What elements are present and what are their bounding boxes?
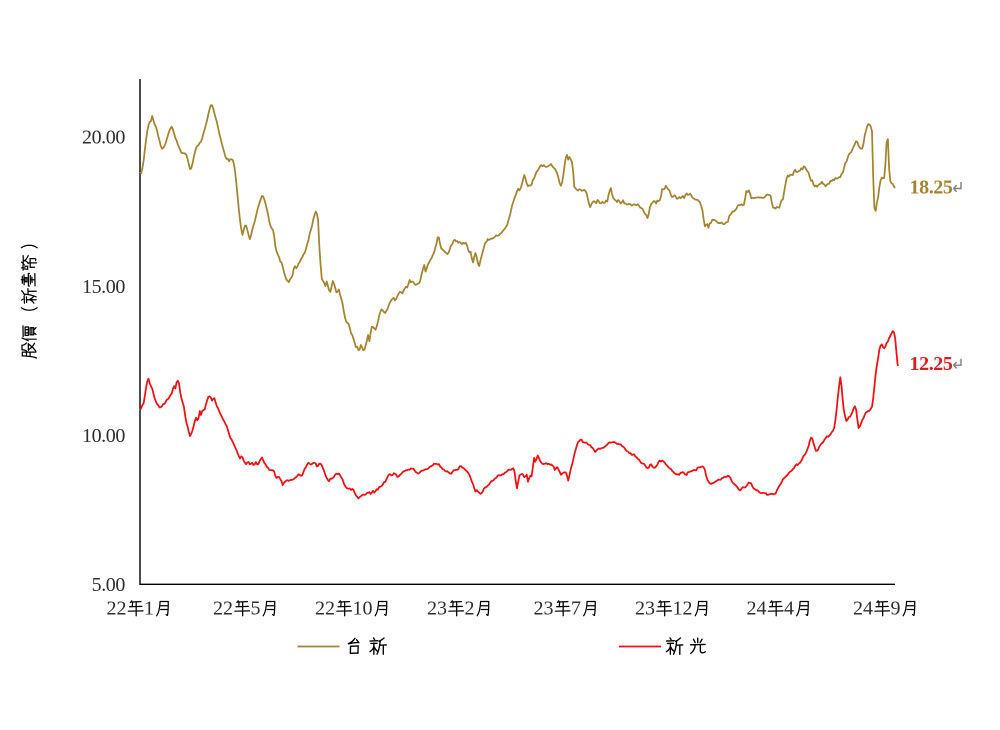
svg-text:20.00: 20.00 [82,127,125,149]
svg-text:4: 4 [784,598,794,620]
svg-text:10: 10 [353,598,373,620]
svg-text:12.25: 12.25 [910,353,953,375]
svg-text:9: 9 [891,598,901,620]
svg-text:23: 23 [635,598,655,620]
svg-text:22: 22 [213,598,233,620]
svg-text:24: 24 [853,598,873,620]
svg-text:12: 12 [673,598,693,620]
svg-text:22: 22 [315,598,335,620]
svg-text:15.00: 15.00 [82,276,125,298]
svg-text:24: 24 [747,598,767,620]
svg-text:1: 1 [144,598,154,620]
svg-text:10.00: 10.00 [82,425,125,447]
svg-text:23: 23 [427,598,447,620]
svg-text:2: 2 [465,598,475,620]
svg-text:22: 22 [107,598,127,620]
svg-text:5: 5 [251,598,261,620]
svg-text:5.00: 5.00 [92,574,126,596]
svg-text:7: 7 [571,598,581,620]
svg-text:18.25: 18.25 [910,176,953,198]
svg-text:23: 23 [534,598,554,620]
